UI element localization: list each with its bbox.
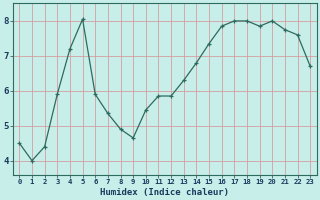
X-axis label: Humidex (Indice chaleur): Humidex (Indice chaleur) — [100, 188, 229, 197]
